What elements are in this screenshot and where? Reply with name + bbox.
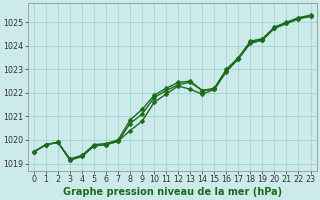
X-axis label: Graphe pression niveau de la mer (hPa): Graphe pression niveau de la mer (hPa) xyxy=(63,187,282,197)
